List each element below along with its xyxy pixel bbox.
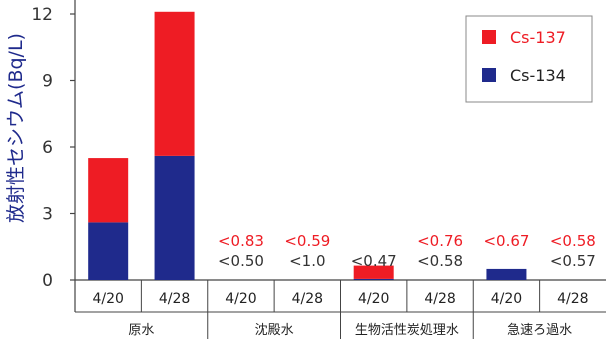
data-label-cs134: <1.0 <box>289 252 325 270</box>
data-label-cs134: <0.50 <box>218 252 264 270</box>
x-tick-label: 4/28 <box>557 291 588 307</box>
data-label-cs137: <0.59 <box>284 232 330 250</box>
data-label-cs137: <0.67 <box>483 232 529 250</box>
legend-swatch <box>482 68 496 82</box>
bar-cs137 <box>88 158 129 223</box>
bar-cs134 <box>154 155 195 280</box>
y-axis-label: 放射性セシウム(Bq/L) <box>5 33 27 223</box>
legend-label: Cs-134 <box>510 66 566 85</box>
bar-cs137 <box>154 11 195 156</box>
data-label-cs137: <0.83 <box>218 232 264 250</box>
bar-cs134 <box>88 222 129 280</box>
x-tick-label: 4/20 <box>491 291 522 307</box>
legend: Cs-137 Cs-134 <box>465 15 593 103</box>
legend-swatch <box>482 30 496 44</box>
y-tick-label: 6 <box>42 138 53 158</box>
group-label: 原水 <box>128 323 154 338</box>
y-tick-label: 0 <box>42 271 53 291</box>
y-tick-label: 3 <box>42 205 53 225</box>
x-tick-label: 4/28 <box>292 291 323 307</box>
data-label-cs134: <0.47 <box>351 252 397 270</box>
group-label: 沈殿水 <box>255 323 294 338</box>
bar-cs134 <box>486 268 527 280</box>
x-tick-label: 4/20 <box>225 291 256 307</box>
y-tick-label: 9 <box>42 72 53 92</box>
x-tick-label: 4/20 <box>92 291 123 307</box>
group-label: 生物活性炭処理水 <box>355 323 459 338</box>
x-tick-label: 4/28 <box>159 291 190 307</box>
plot-area: 0 3 6 9 12 4/20 4/28 4/20 4/28 4/20 4/28 4/20 4/28 原水… <box>31 0 606 339</box>
bar-cs134 <box>353 278 394 280</box>
group-label: 急速ろ過水 <box>507 323 572 338</box>
data-label-cs134: <0.58 <box>417 252 463 270</box>
data-label-cs137: <0.58 <box>550 232 596 250</box>
data-label-cs137: <0.76 <box>417 232 463 250</box>
x-tick-label: 4/20 <box>358 291 389 307</box>
data-label-cs134: <0.57 <box>550 252 596 270</box>
legend-label: Cs-137 <box>510 28 566 47</box>
x-tick-label: 4/28 <box>424 291 455 307</box>
bar-cs137 <box>353 265 394 279</box>
y-tick-label: 12 <box>31 5 53 25</box>
